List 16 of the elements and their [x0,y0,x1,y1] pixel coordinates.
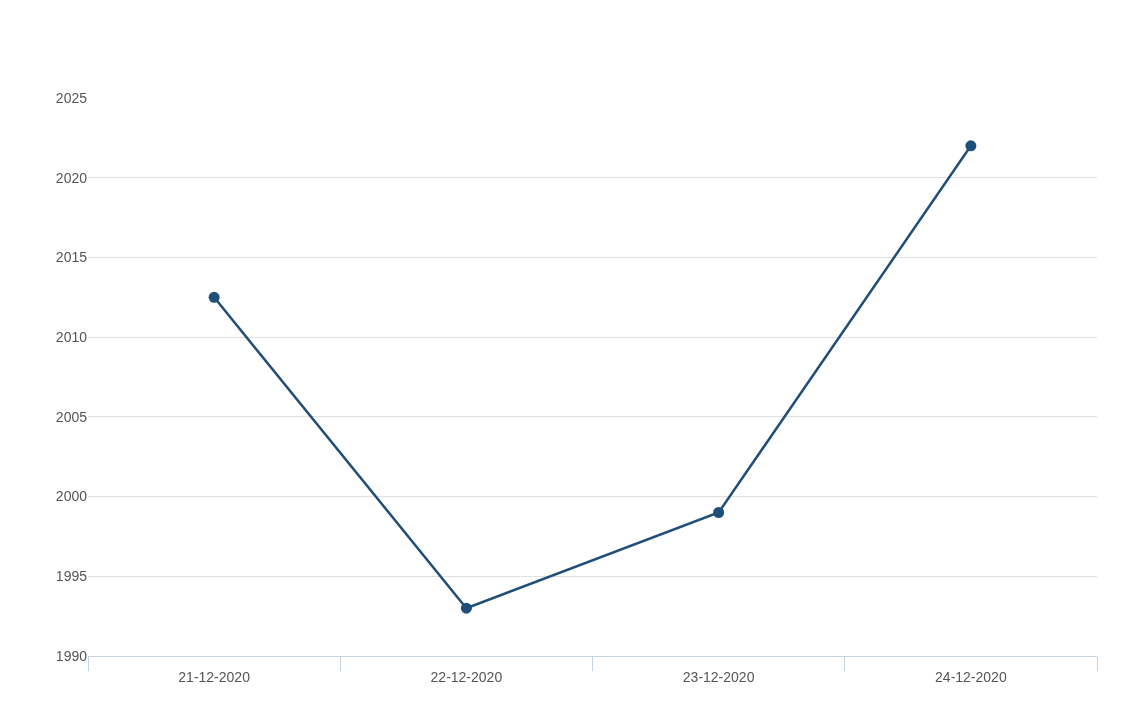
point [208,291,220,303]
y-tick-label: 2020 [55,169,88,186]
x-tick-label: 23-12-2020 [682,668,755,685]
x-tick-label: 22-12-2020 [430,668,503,685]
y-tick-label: 1990 [55,647,88,664]
point [460,602,472,614]
y-tick-label: 2010 [55,329,88,346]
point [965,140,977,152]
y-tick-label: 2025 [55,89,88,106]
y-tick-label: 2005 [55,408,88,425]
x-tick-label: 21-12-2020 [178,668,251,685]
x-tick-label: 24-12-2020 [935,668,1007,685]
y-tick-label: 2015 [55,249,88,266]
y-tick-label: 1995 [55,568,88,585]
point [713,507,725,519]
y-tick-label: 2000 [55,488,88,505]
